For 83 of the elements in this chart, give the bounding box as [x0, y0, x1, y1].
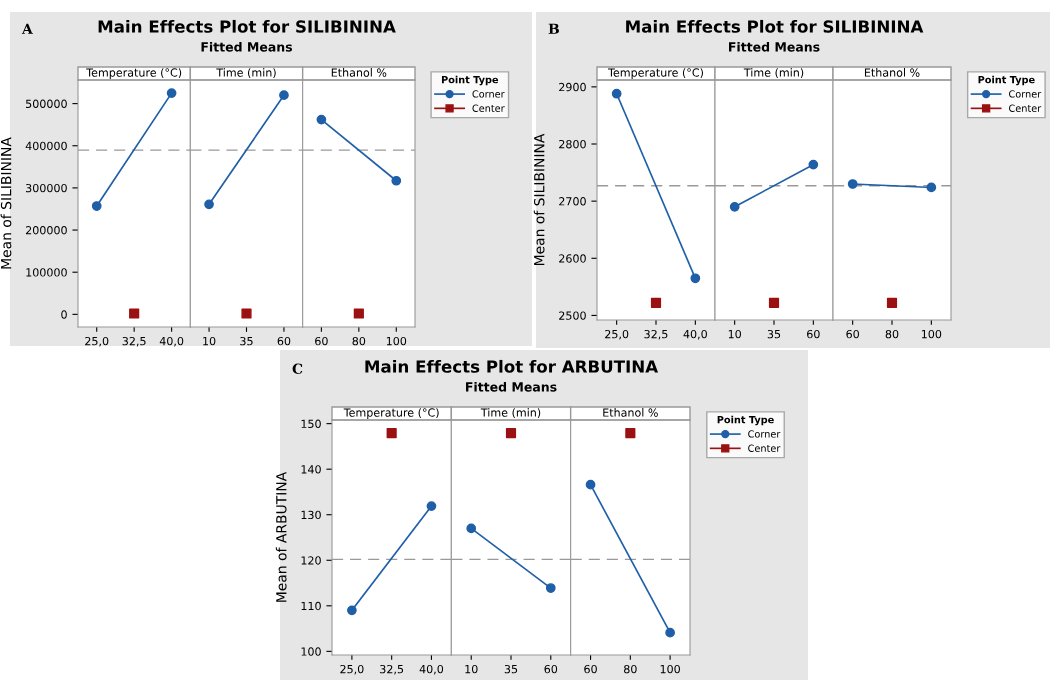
x-tick-label: 35	[504, 664, 518, 674]
y-tick-label: 140	[301, 465, 321, 474]
x-tick-label: 100	[660, 664, 680, 674]
x-tick-label: 60	[544, 664, 558, 674]
x-tick-label: 10	[728, 329, 741, 339]
x-axis-title: Time (min)	[480, 408, 541, 419]
y-tick-label: 400000	[25, 141, 67, 151]
y-tick-label: 2600	[559, 254, 586, 263]
x-tick-label: 25,0	[340, 664, 364, 675]
x-tick-label: 60	[315, 336, 328, 346]
legend-label: Center	[1009, 104, 1042, 112]
y-axis-title: Mean of SILIBININA	[533, 133, 545, 266]
point	[129, 308, 140, 319]
x-tick-label: 40,0	[159, 336, 184, 347]
legend-title: Point Type	[717, 415, 774, 426]
x-tick-label: 32,5	[644, 329, 668, 340]
point	[91, 201, 102, 211]
x-axis-title: Ethanol %	[603, 408, 658, 417]
point	[347, 605, 357, 616]
y-tick-label: 2900	[559, 82, 586, 92]
y-tick-label: 200000	[25, 226, 67, 235]
x-axis-title: Ethanol %	[331, 68, 387, 77]
x-tick-label: 80	[624, 664, 637, 674]
y-tick-label: 300000	[26, 183, 67, 193]
point	[690, 273, 701, 284]
y-tick-label: 150	[301, 419, 321, 429]
y-tick-label: 0	[61, 310, 67, 319]
x-tick-label: 35	[240, 336, 253, 346]
legend-label: Corner	[748, 430, 781, 438]
x-tick-label: 60	[584, 664, 597, 674]
chart-title: Main Effects Plot for SILIBININA	[626, 19, 924, 33]
chart-subtitle: Fitted Means	[466, 381, 557, 392]
chart-title: Main Effects Plot for SILIBININA	[98, 19, 396, 33]
y-tick-label: 130	[301, 510, 321, 520]
text: C	[292, 363, 303, 375]
x-axis-title: Temperature (°C)	[608, 68, 703, 79]
y-tick-label: 2800	[559, 139, 586, 149]
point	[386, 428, 397, 439]
y-tick-label: 120	[301, 556, 321, 565]
y-tick-label: 110	[301, 601, 321, 611]
chart-title: Main Effects Plot for ARBUTINA	[365, 359, 659, 373]
point	[166, 88, 177, 98]
x-tick-label: 100	[921, 329, 942, 339]
point	[611, 88, 622, 99]
chart-subtitle: Fitted Means	[729, 41, 820, 52]
x-tick-label: 100	[386, 336, 407, 346]
legend-label: Center	[472, 104, 505, 112]
chart-subtitle: Fitted Means	[201, 41, 293, 52]
x-tick-label: 25,0	[605, 329, 629, 340]
y-tick-label: 500000	[26, 99, 67, 108]
y-tick-label: 100	[301, 647, 321, 656]
legend-title: Point Type	[441, 75, 499, 86]
y-tick-label: 100000	[26, 268, 67, 277]
y-axis-title: Mean of SILIBININA	[0, 137, 12, 269]
x-tick-label: 40,0	[683, 329, 707, 340]
x-tick-label: 80	[352, 336, 366, 346]
y-axis-title: Mean of ARBUTINA	[275, 471, 287, 602]
legend-label: Center	[748, 444, 781, 452]
x-tick-label: 40,0	[419, 664, 444, 675]
x-tick-label: 25,0	[85, 336, 109, 347]
legend-title: Point Type	[978, 75, 1035, 86]
y-tick-label: 2500	[559, 311, 586, 320]
x-axis-title: Temperature (°C)	[343, 408, 439, 419]
x-tick-label: 32,5	[380, 664, 404, 675]
x-axis-title: Time (min)	[216, 68, 276, 79]
point	[426, 501, 437, 511]
x-tick-label: 60	[846, 329, 859, 339]
x-axis-title: Temperature (°C)	[86, 68, 182, 79]
x-tick-label: 10	[465, 664, 478, 674]
x-tick-label: 80	[885, 329, 899, 339]
x-axis-title: Ethanol %	[864, 68, 920, 77]
legend-label: Corner	[1009, 90, 1042, 98]
x-tick-label: 35	[767, 329, 781, 339]
y-tick-label: 2700	[559, 197, 586, 206]
x-tick-label: 32,5	[122, 336, 146, 347]
text: B	[548, 23, 559, 34]
point	[650, 297, 662, 308]
text: A	[21, 23, 33, 34]
x-tick-label: 10	[203, 336, 216, 346]
legend-label: Corner	[472, 90, 505, 98]
x-axis-title: Time (min)	[743, 68, 804, 79]
x-tick-label: 60	[277, 336, 291, 346]
x-tick-label: 60	[807, 329, 820, 339]
